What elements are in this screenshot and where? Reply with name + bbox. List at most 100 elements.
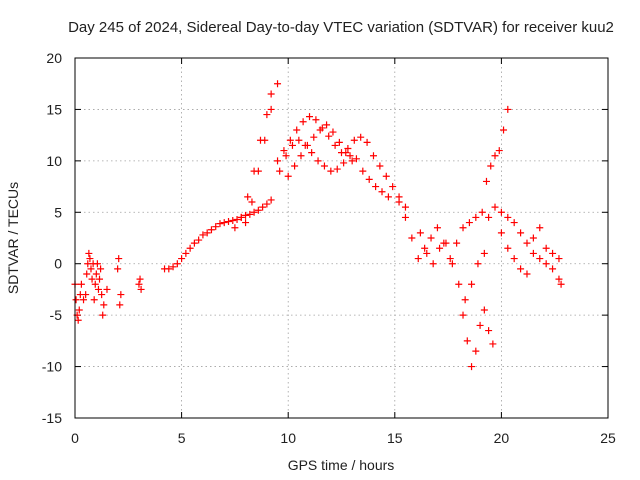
data-point — [136, 275, 144, 283]
data-point — [286, 136, 294, 144]
data-point — [114, 265, 122, 273]
data-point — [517, 265, 525, 273]
data-point — [487, 162, 495, 170]
data-point — [555, 255, 563, 263]
data-point — [476, 321, 484, 329]
series-deep-dip — [459, 306, 497, 371]
data-point — [306, 113, 314, 121]
data-point — [87, 265, 95, 273]
data-point — [384, 193, 392, 201]
series-cross-tracks — [284, 121, 356, 180]
data-point — [495, 147, 503, 155]
data-point — [195, 236, 203, 244]
data-point — [446, 255, 454, 263]
data-point — [90, 296, 98, 304]
data-point — [263, 200, 271, 208]
data-point — [436, 244, 444, 252]
data-point — [461, 296, 469, 304]
data-point — [542, 260, 550, 268]
data-point — [229, 217, 237, 225]
data-point — [75, 306, 83, 314]
data-points — [71, 80, 565, 371]
data-point — [312, 116, 320, 124]
data-point — [310, 133, 318, 141]
data-point — [250, 208, 258, 216]
data-point — [401, 203, 409, 211]
data-point — [74, 316, 82, 324]
data-point — [421, 244, 429, 252]
data-point — [103, 285, 111, 293]
data-point — [237, 213, 245, 221]
data-point — [376, 162, 384, 170]
data-point — [359, 167, 367, 175]
data-point — [363, 138, 371, 146]
data-point — [510, 255, 518, 263]
data-point — [468, 280, 476, 288]
data-point — [433, 224, 441, 232]
data-point — [325, 132, 333, 140]
data-point — [291, 162, 299, 170]
data-point — [455, 280, 463, 288]
data-point — [299, 118, 307, 126]
data-point — [549, 249, 557, 257]
x-tick-label: 25 — [600, 430, 616, 446]
data-point — [280, 147, 288, 155]
y-axis-label: SDTVAR / TECUs — [5, 182, 21, 294]
data-point — [327, 167, 335, 175]
data-point — [82, 291, 90, 299]
data-point — [88, 275, 96, 283]
data-point — [372, 183, 380, 191]
data-point — [365, 175, 373, 183]
y-tick-label: -10 — [42, 359, 62, 375]
data-point — [99, 311, 107, 319]
data-point — [288, 141, 296, 149]
data-point — [557, 280, 565, 288]
data-point — [173, 260, 181, 268]
data-point — [72, 296, 80, 304]
data-point — [352, 155, 360, 163]
data-point — [83, 270, 91, 278]
data-point — [282, 152, 290, 160]
grid-layer — [75, 58, 608, 418]
data-point — [314, 157, 322, 165]
data-point — [346, 152, 354, 160]
y-tick-label: 0 — [54, 256, 62, 272]
data-point — [323, 121, 331, 129]
data-point — [284, 172, 292, 180]
data-point — [504, 105, 512, 113]
data-point — [303, 141, 311, 149]
data-point — [254, 206, 262, 214]
data-point — [459, 311, 467, 319]
data-point — [225, 218, 233, 226]
y-tick-label: 10 — [46, 153, 62, 169]
data-point — [116, 301, 124, 309]
data-point — [85, 249, 93, 257]
data-point — [382, 172, 390, 180]
data-point — [97, 265, 105, 273]
data-point — [244, 193, 252, 201]
data-point — [342, 149, 350, 157]
data-point — [465, 219, 473, 227]
data-point — [463, 337, 471, 345]
data-point — [350, 136, 358, 144]
x-tick-label: 15 — [387, 430, 403, 446]
data-point — [92, 270, 100, 278]
tick-layer: 0 5 10 15 20 25 -15 -10 -5 0 5 10 15 20 — [42, 50, 616, 446]
data-point — [100, 301, 108, 309]
data-point — [165, 265, 173, 273]
series-high-tracks — [274, 113, 409, 211]
series-dip-tracks — [416, 229, 488, 304]
data-point — [308, 149, 316, 157]
data-point — [453, 239, 461, 247]
data-point — [497, 208, 505, 216]
data-point — [517, 229, 525, 237]
data-point — [489, 340, 497, 348]
chart-title: Day 245 of 2024, Sidereal Day-to-day VTE… — [68, 19, 614, 36]
data-point — [233, 215, 241, 223]
data-point — [485, 327, 493, 335]
data-point — [448, 260, 456, 268]
data-point — [331, 141, 339, 149]
series-mid-tracks — [276, 136, 392, 201]
